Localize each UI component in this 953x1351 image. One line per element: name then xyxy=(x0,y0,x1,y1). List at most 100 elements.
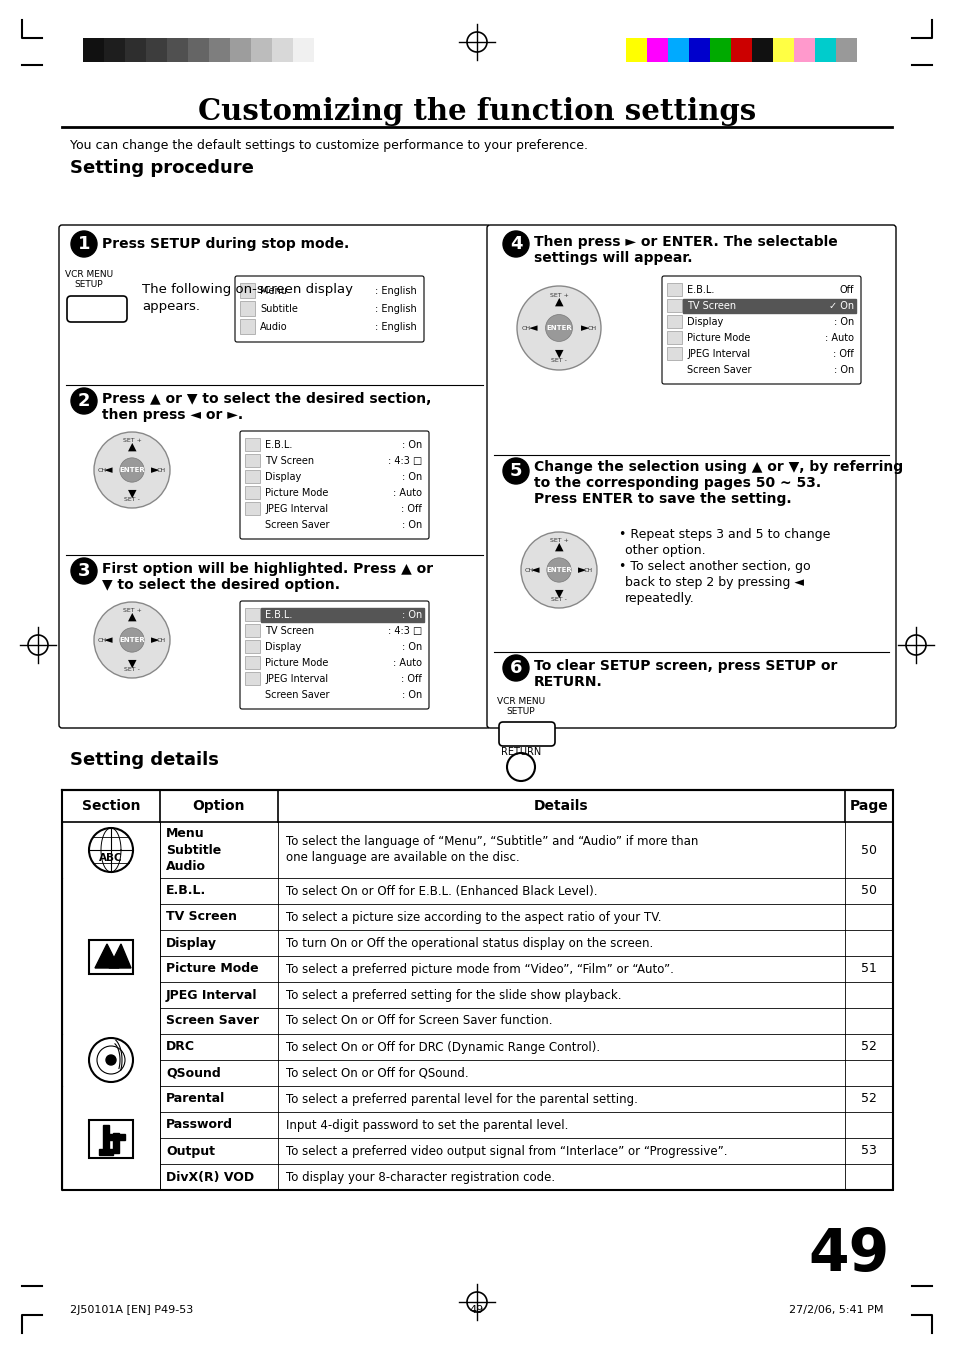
Text: Screen Saver: Screen Saver xyxy=(265,690,329,700)
Text: TV Screen: TV Screen xyxy=(265,626,314,636)
Bar xyxy=(230,38,251,62)
Text: SET -: SET - xyxy=(551,597,566,603)
Bar xyxy=(666,282,681,296)
Text: Picture Mode: Picture Mode xyxy=(686,332,750,343)
Text: : Auto: : Auto xyxy=(824,332,853,343)
Text: 5: 5 xyxy=(509,462,521,480)
Text: Menu
Subtitle
Audio: Menu Subtitle Audio xyxy=(166,827,221,873)
Text: ▼: ▼ xyxy=(128,658,136,669)
Bar xyxy=(245,438,260,451)
Text: Display: Display xyxy=(265,642,301,653)
Bar xyxy=(125,38,146,62)
Text: then press ◄ or ►.: then press ◄ or ►. xyxy=(102,408,243,422)
Text: JPEG Interval: JPEG Interval xyxy=(686,349,749,359)
Text: To select On or Off for QSound.: To select On or Off for QSound. xyxy=(286,1066,468,1079)
Text: other option.: other option. xyxy=(624,544,705,557)
Text: 53: 53 xyxy=(861,1144,876,1158)
FancyBboxPatch shape xyxy=(234,276,423,342)
Bar xyxy=(112,1133,119,1152)
Text: You can change the default settings to customize performance to your preference.: You can change the default settings to c… xyxy=(70,139,587,151)
Text: 2J50101A [EN] P49-53: 2J50101A [EN] P49-53 xyxy=(70,1305,193,1315)
Bar xyxy=(814,38,835,62)
Text: ▼: ▼ xyxy=(128,489,136,499)
Text: Screen Saver: Screen Saver xyxy=(166,1015,258,1028)
Text: Change the selection using ▲ or ▼, by referring: Change the selection using ▲ or ▼, by re… xyxy=(534,459,902,474)
Bar xyxy=(666,347,681,359)
Text: To select On or Off for E.B.L. (Enhanced Black Level).: To select On or Off for E.B.L. (Enhanced… xyxy=(286,885,597,897)
Bar xyxy=(772,38,793,62)
Bar xyxy=(751,38,772,62)
Text: CH: CH xyxy=(98,467,107,473)
Text: Display: Display xyxy=(265,471,301,482)
Text: VCR MENU
SETUP: VCR MENU SETUP xyxy=(65,270,113,289)
Text: To select a preferred picture mode from “Video”, “Film” or “Auto”.: To select a preferred picture mode from … xyxy=(286,962,673,975)
Bar xyxy=(103,1125,109,1152)
Circle shape xyxy=(71,388,97,413)
Text: ►: ► xyxy=(152,465,160,476)
FancyBboxPatch shape xyxy=(240,601,429,709)
Text: settings will appear.: settings will appear. xyxy=(534,251,692,265)
Text: To select On or Off for Screen Saver function.: To select On or Off for Screen Saver fun… xyxy=(286,1015,552,1028)
Bar xyxy=(104,38,125,62)
Bar xyxy=(240,301,254,316)
Text: Input 4-digit password to set the parental level.: Input 4-digit password to set the parent… xyxy=(286,1119,568,1132)
Bar xyxy=(688,38,709,62)
Text: SET -: SET - xyxy=(124,667,140,673)
Text: : On: : On xyxy=(833,317,853,327)
Text: ▼ to select the desired option.: ▼ to select the desired option. xyxy=(102,578,339,592)
Text: 4: 4 xyxy=(509,235,521,253)
Text: CH: CH xyxy=(583,567,593,573)
Text: To display your 8-character registration code.: To display your 8-character registration… xyxy=(286,1170,555,1183)
Bar xyxy=(245,486,260,499)
Text: Page: Page xyxy=(849,798,887,813)
Bar xyxy=(62,878,160,1034)
Text: Option: Option xyxy=(193,798,245,813)
FancyBboxPatch shape xyxy=(67,296,127,322)
FancyBboxPatch shape xyxy=(59,226,490,728)
Text: SET +: SET + xyxy=(122,608,141,613)
Text: 51: 51 xyxy=(861,962,876,975)
Circle shape xyxy=(502,231,529,257)
Bar xyxy=(99,1148,112,1155)
Text: ►: ► xyxy=(580,323,589,332)
Text: SET +: SET + xyxy=(549,293,568,297)
Bar xyxy=(646,38,667,62)
Text: Picture Mode: Picture Mode xyxy=(265,658,328,667)
Text: to the corresponding pages 50 ~ 53.: to the corresponding pages 50 ~ 53. xyxy=(534,476,821,490)
Text: ENTER: ENTER xyxy=(545,567,571,573)
Text: Then press ► or ENTER. The selectable: Then press ► or ENTER. The selectable xyxy=(534,235,837,249)
Bar xyxy=(293,38,314,62)
Text: ▲: ▲ xyxy=(554,297,562,307)
Circle shape xyxy=(89,1038,132,1082)
Bar xyxy=(666,331,681,345)
Text: : On: : On xyxy=(833,365,853,376)
Text: Section: Section xyxy=(82,798,140,813)
Text: SET -: SET - xyxy=(124,497,140,503)
Text: ▼: ▼ xyxy=(554,589,562,598)
Text: : Off: : Off xyxy=(401,674,421,684)
Circle shape xyxy=(546,558,571,582)
Bar xyxy=(240,319,254,334)
Bar xyxy=(167,38,188,62)
Bar xyxy=(109,1133,125,1140)
Text: Picture Mode: Picture Mode xyxy=(265,488,328,499)
Text: Subtitle: Subtitle xyxy=(260,304,297,313)
Bar xyxy=(240,282,254,299)
Text: ENTER: ENTER xyxy=(119,638,145,643)
Text: : 4:3 □: : 4:3 □ xyxy=(387,457,421,466)
Bar xyxy=(62,1034,160,1086)
Bar xyxy=(245,454,260,467)
Text: back to step 2 by pressing ◄: back to step 2 by pressing ◄ xyxy=(624,576,803,589)
Text: : On: : On xyxy=(401,642,421,653)
Bar xyxy=(83,38,104,62)
Text: Screen Saver: Screen Saver xyxy=(686,365,751,376)
Text: ►: ► xyxy=(578,565,586,576)
Text: ▼: ▼ xyxy=(554,349,562,359)
Text: : On: : On xyxy=(401,690,421,700)
Text: SET +: SET + xyxy=(549,538,568,543)
Bar xyxy=(835,38,856,62)
Text: CH: CH xyxy=(587,326,596,331)
Text: Setting procedure: Setting procedure xyxy=(70,159,253,177)
Text: • Repeat steps 3 and 5 to change: • Repeat steps 3 and 5 to change xyxy=(618,528,829,540)
Text: The following on-screen display
appears.: The following on-screen display appears. xyxy=(142,282,353,313)
